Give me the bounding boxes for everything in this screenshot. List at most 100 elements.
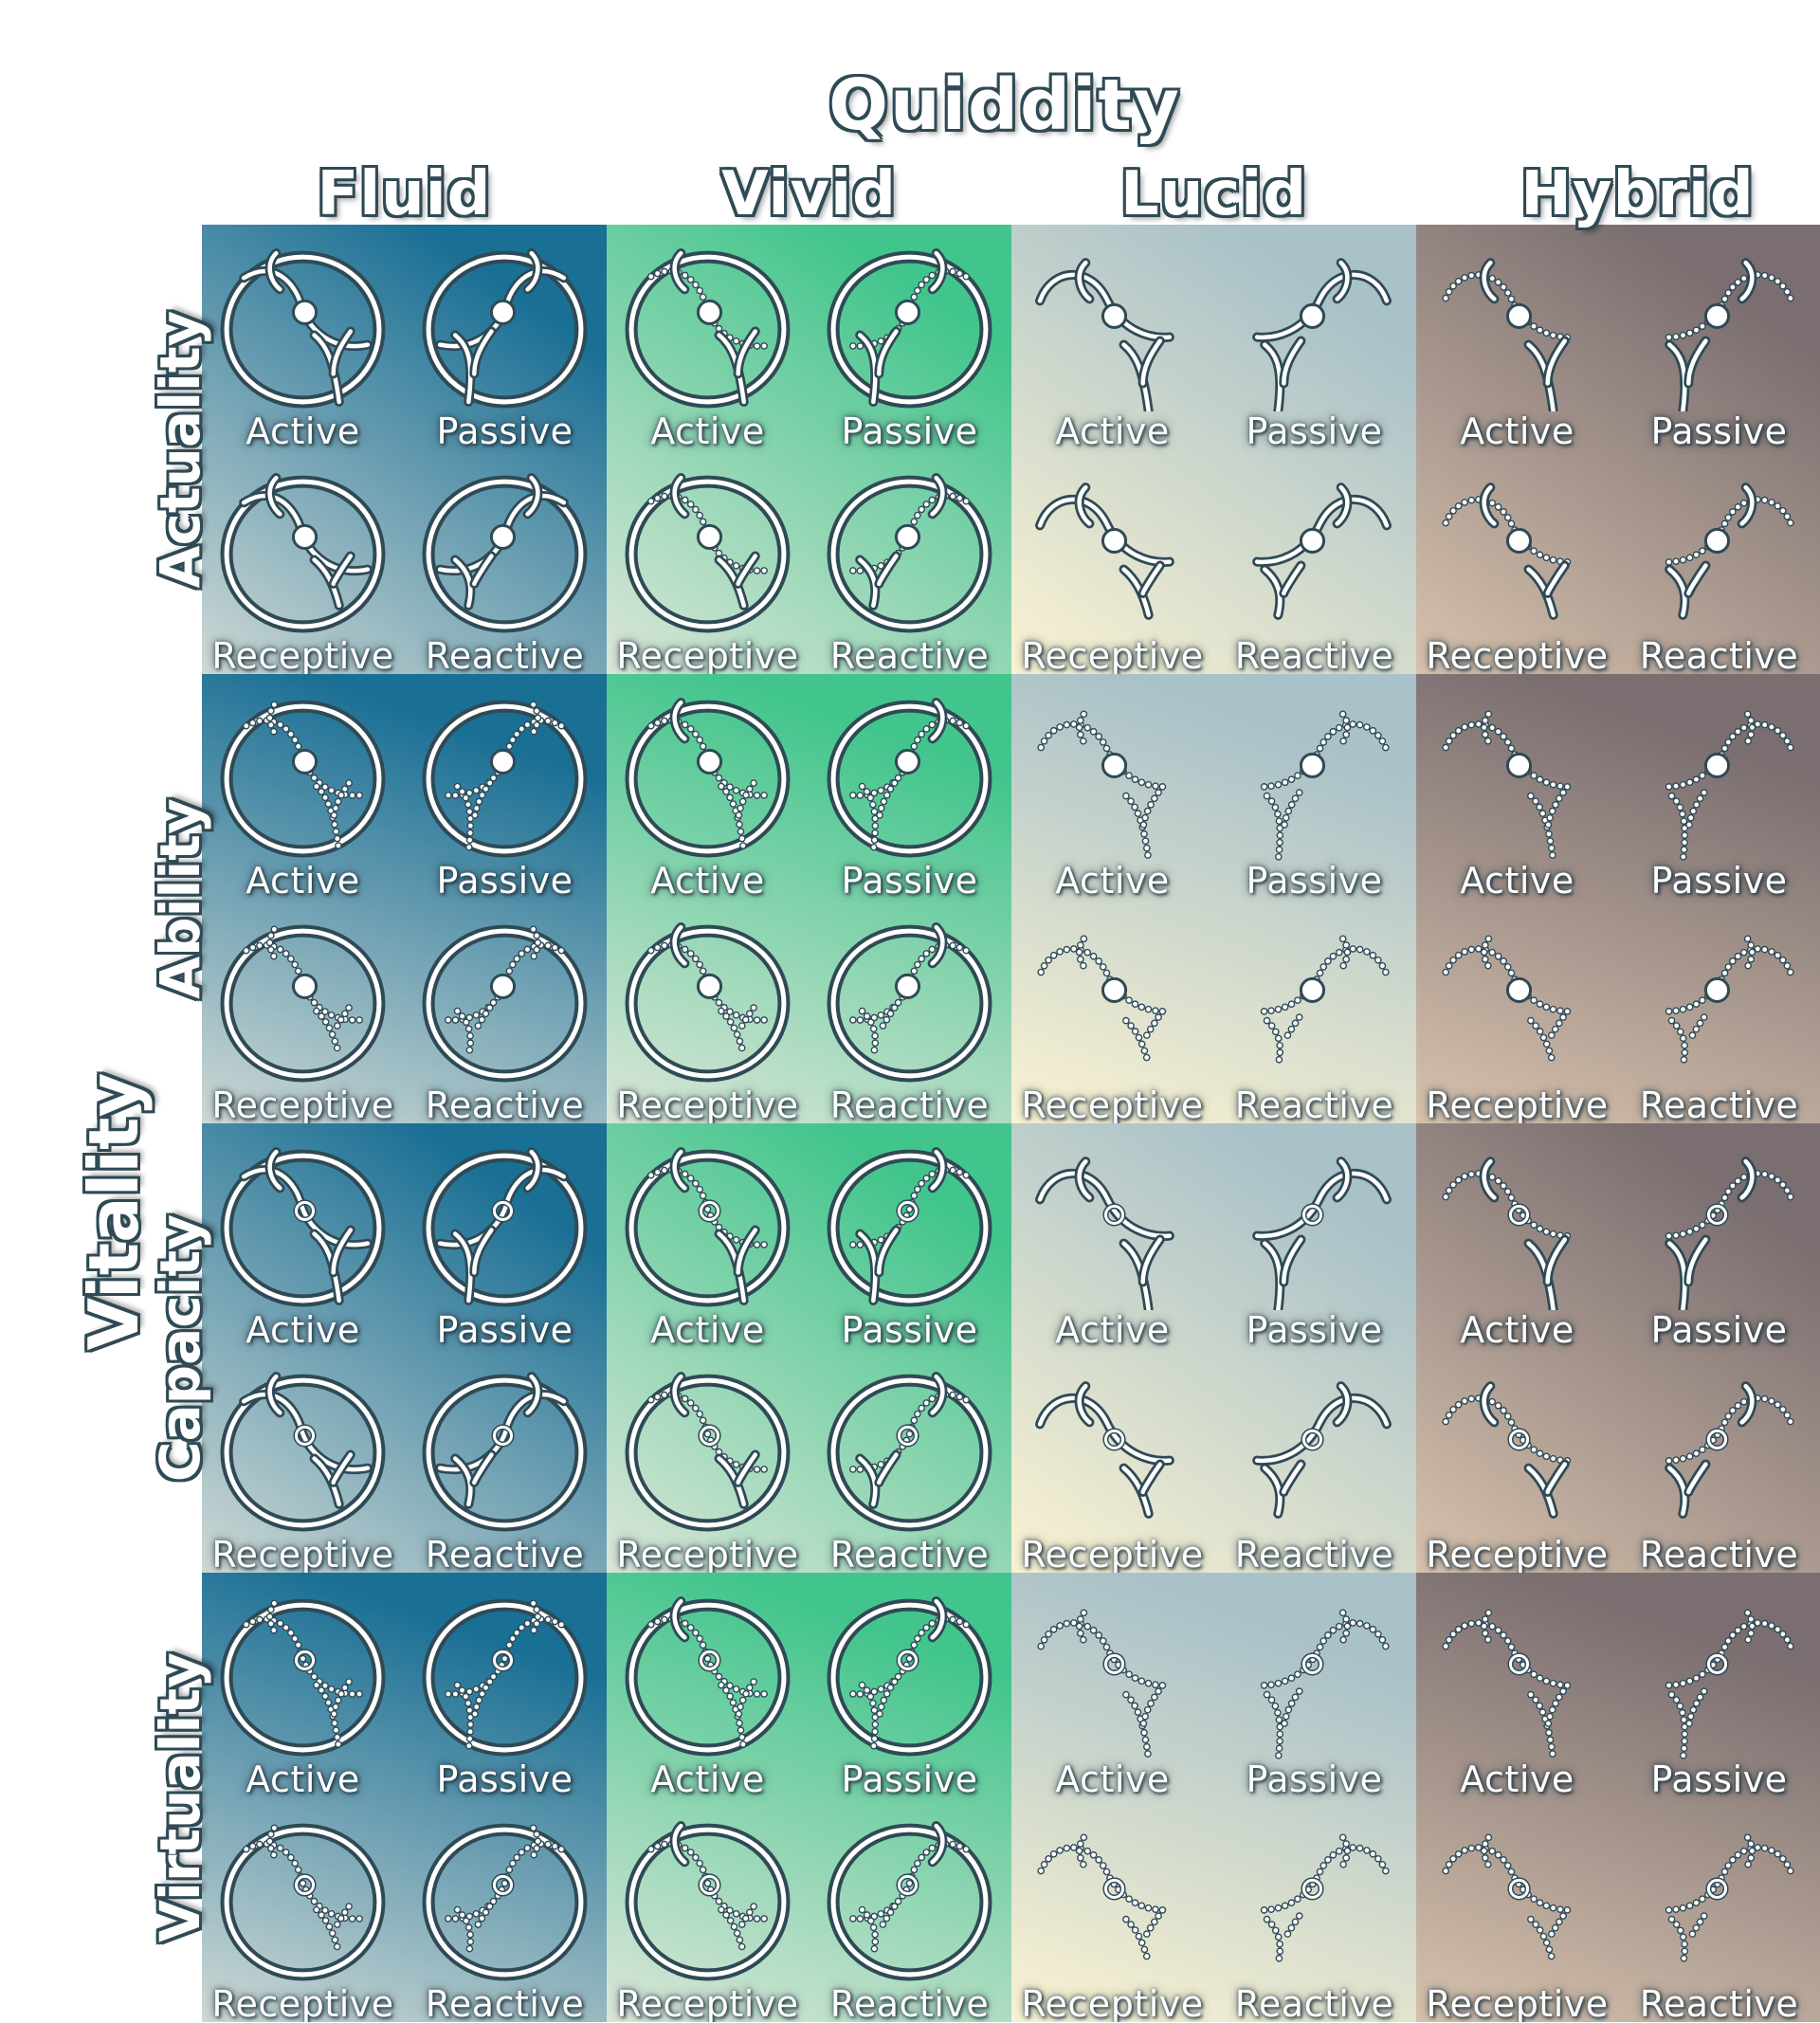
main-stroke bbox=[1442, 945, 1572, 1015]
leg-stroke bbox=[474, 1004, 494, 1030]
core-node bbox=[295, 752, 315, 772]
matrix-block-capacity-lucid: Active Passive Receptive Reactive bbox=[1011, 1123, 1416, 1573]
glyph-cell-active: Active bbox=[1416, 1573, 1618, 1800]
main-stroke bbox=[1665, 720, 1794, 791]
leg-stroke bbox=[857, 557, 878, 609]
glyph-cell-reactive: Reactive bbox=[1213, 1797, 1415, 2022]
leg-stroke bbox=[1527, 1690, 1556, 1758]
core-node bbox=[1707, 306, 1727, 326]
leg-stroke bbox=[1526, 567, 1556, 618]
glyph-cell-receptive: Receptive bbox=[607, 1348, 809, 1573]
core-node bbox=[1707, 756, 1727, 775]
mode-label: Active bbox=[246, 860, 360, 902]
sigil-icon bbox=[827, 1372, 992, 1532]
leg-stroke bbox=[312, 557, 341, 609]
outer-ring bbox=[830, 479, 989, 629]
sigil-icon bbox=[1442, 258, 1572, 411]
matrix-block-virtuality-vivid: Active Passive Receptive Reactive bbox=[607, 1573, 1011, 2022]
core-node bbox=[294, 1874, 316, 1895]
sigil-icon bbox=[1665, 1157, 1794, 1310]
glyph-cell-receptive: Receptive bbox=[1416, 449, 1618, 674]
sigil-icon bbox=[220, 1823, 386, 1981]
sigil-icon bbox=[1665, 1381, 1794, 1519]
leg-stroke bbox=[1263, 1016, 1284, 1064]
mode-label: Receptive bbox=[1021, 1084, 1204, 1123]
sigil-icon bbox=[422, 1147, 588, 1307]
mode-label: Passive bbox=[436, 1309, 573, 1351]
sigil-icon bbox=[422, 924, 588, 1083]
sigil-icon bbox=[625, 248, 791, 409]
glyph-cell-receptive: Receptive bbox=[1011, 899, 1213, 1123]
mode-label: Passive bbox=[1650, 1309, 1788, 1351]
glyph-cell-reactive: Reactive bbox=[1213, 1348, 1415, 1573]
mode-label: Reactive bbox=[829, 635, 990, 674]
top-tick bbox=[529, 1824, 542, 1859]
matrix-block-ability-vivid: Active Passive Receptive Reactive bbox=[607, 674, 1011, 1123]
sigil-icon bbox=[1665, 258, 1794, 411]
mode-label: Receptive bbox=[1021, 635, 1204, 674]
core-node bbox=[1302, 531, 1322, 551]
top-tick bbox=[1075, 1609, 1088, 1644]
leg-stroke bbox=[1547, 1912, 1567, 1938]
mode-label: Passive bbox=[1650, 1759, 1788, 1800]
leg-stroke bbox=[1282, 1462, 1303, 1495]
glyph-cell-active: Active bbox=[1011, 1123, 1213, 1351]
matrix-block-ability-fluid: Active Passive Receptive Reactive bbox=[202, 674, 607, 1123]
leg-stroke bbox=[453, 1007, 475, 1054]
glyph-cell-active: Active bbox=[202, 674, 404, 902]
leg-stroke bbox=[472, 1228, 494, 1275]
sigil-icon bbox=[422, 1598, 588, 1757]
main-stroke bbox=[849, 1840, 971, 1923]
main-stroke bbox=[1260, 720, 1390, 791]
mode-label: Reactive bbox=[829, 1084, 990, 1123]
sigil-icon bbox=[1260, 710, 1390, 861]
mode-label: Passive bbox=[841, 860, 978, 902]
leg-stroke bbox=[1263, 1915, 1284, 1962]
core-node bbox=[1509, 531, 1529, 551]
core-node bbox=[294, 1425, 316, 1446]
leg-stroke bbox=[331, 1452, 354, 1485]
leg-stroke bbox=[333, 1004, 353, 1030]
main-stroke bbox=[1037, 497, 1173, 565]
glyph-cell-passive: Passive bbox=[404, 674, 606, 902]
core-node bbox=[1302, 980, 1322, 1000]
core-node bbox=[898, 752, 918, 772]
top-tick bbox=[930, 1149, 945, 1191]
sigil-icon bbox=[827, 248, 992, 409]
sigil-icon bbox=[1035, 1157, 1174, 1310]
top-tick bbox=[1077, 260, 1092, 301]
top-tick bbox=[525, 250, 540, 292]
top-tick bbox=[1077, 484, 1092, 526]
matrix-block-virtuality-lucid: Active Passive Receptive Reactive bbox=[1011, 1573, 1416, 2022]
core-node bbox=[492, 1649, 514, 1670]
core-node bbox=[1509, 306, 1529, 326]
core-node bbox=[1508, 1878, 1530, 1900]
glyph-cell-active: Active bbox=[607, 674, 809, 902]
top-tick bbox=[1335, 484, 1350, 526]
sigil-icon bbox=[827, 698, 992, 858]
leg-stroke bbox=[1140, 563, 1163, 596]
leg-stroke bbox=[1122, 1915, 1151, 1960]
core-node bbox=[1706, 1653, 1728, 1675]
top-tick bbox=[1077, 1383, 1092, 1425]
sigil-icon bbox=[1037, 1833, 1167, 1960]
sigil-icon bbox=[827, 922, 992, 1083]
leg-stroke bbox=[312, 333, 341, 405]
outer-ring bbox=[628, 1602, 787, 1753]
glyph-cell-receptive: Receptive bbox=[1011, 1797, 1213, 2022]
mode-label: Active bbox=[650, 1309, 765, 1351]
glyph-cell-passive: Passive bbox=[1213, 674, 1415, 902]
leg-stroke bbox=[736, 1228, 758, 1275]
leg-stroke bbox=[1686, 1237, 1708, 1285]
glyph-cell-reactive: Reactive bbox=[1213, 899, 1415, 1123]
outer-ring bbox=[830, 928, 989, 1079]
leg-stroke bbox=[1139, 1687, 1162, 1727]
leg-stroke bbox=[1666, 1466, 1687, 1517]
leg-stroke bbox=[876, 779, 899, 819]
row-group-label: Vitality bbox=[74, 1072, 154, 1351]
leg-stroke bbox=[1282, 563, 1303, 596]
main-stroke bbox=[1665, 945, 1794, 1015]
core-node bbox=[493, 976, 513, 996]
leg-stroke bbox=[737, 1903, 757, 1928]
outer-ring bbox=[628, 703, 787, 854]
